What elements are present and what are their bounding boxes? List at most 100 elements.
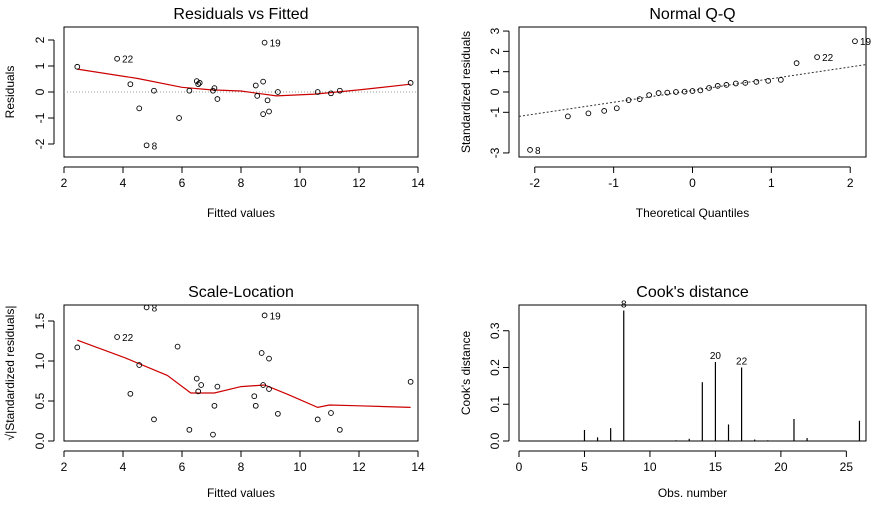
x-tick-label: 6 bbox=[179, 460, 186, 474]
y-tick-label: 2 bbox=[488, 48, 502, 55]
data-point bbox=[814, 54, 820, 60]
x-tick-label: -1 bbox=[608, 176, 619, 190]
y-tick-label: 0.3 bbox=[488, 322, 502, 339]
data-point bbox=[601, 108, 608, 114]
x-axis-label: Fitted values bbox=[207, 206, 275, 220]
y-tick-label: 0.0 bbox=[488, 432, 502, 449]
plot-frame bbox=[518, 26, 867, 158]
y-tick-label: 0.1 bbox=[488, 396, 502, 413]
y-tick-label: 1 bbox=[488, 68, 502, 75]
chart-title: Residuals vs Fitted bbox=[173, 6, 308, 23]
data-point bbox=[407, 378, 414, 385]
data-point bbox=[252, 402, 259, 409]
data-point bbox=[211, 85, 218, 91]
y-tick-label: -3 bbox=[488, 147, 502, 158]
smooth-line bbox=[77, 339, 411, 409]
y-tick-label: 2 bbox=[33, 36, 47, 43]
x-axis-label: Theoretical Quantiles bbox=[636, 206, 749, 220]
data-point bbox=[266, 386, 272, 392]
point-label: 8 bbox=[152, 303, 158, 314]
chart-title: Scale-Location bbox=[188, 284, 294, 301]
data-point bbox=[260, 78, 266, 85]
x-tick-label: 0 bbox=[516, 460, 523, 474]
x-tick-label: 14 bbox=[411, 176, 425, 190]
data-point bbox=[753, 78, 760, 85]
data-point bbox=[765, 77, 772, 84]
data-point bbox=[174, 343, 181, 350]
point-label: 8 bbox=[535, 146, 541, 157]
data-point bbox=[127, 390, 134, 397]
x-tick-label: 1 bbox=[768, 176, 775, 190]
y-tick-label: 0.0 bbox=[33, 432, 47, 449]
qq-reference-line bbox=[518, 64, 867, 117]
y-axis-label: √|Standardized residuals| bbox=[3, 306, 17, 441]
x-tick-label: 2 bbox=[61, 460, 68, 474]
data-point bbox=[214, 96, 221, 102]
y-axis-label: Standardized residuals bbox=[459, 31, 473, 153]
data-point bbox=[793, 60, 800, 67]
data-point bbox=[176, 115, 182, 121]
point-label: 22 bbox=[822, 53, 834, 64]
point-label: 19 bbox=[270, 39, 282, 50]
data-point bbox=[210, 431, 216, 438]
point-label: 19 bbox=[860, 37, 872, 48]
data-point bbox=[585, 110, 592, 117]
data-point bbox=[852, 38, 858, 45]
x-tick-label: 2 bbox=[61, 176, 68, 190]
data-point bbox=[196, 80, 203, 86]
data-point bbox=[193, 78, 200, 84]
data-point bbox=[211, 402, 218, 409]
panel-scale-location: Scale-Location Fitted values √|Standardi… bbox=[3, 284, 425, 500]
data-point bbox=[261, 312, 268, 319]
y-tick-label: 0 bbox=[33, 88, 47, 95]
data-point bbox=[195, 388, 202, 395]
panel-normal-qq: Normal Q-Q Theoretical Quantiles Standar… bbox=[459, 6, 872, 220]
x-tick-label: 10 bbox=[293, 176, 307, 190]
y-axis-label: Cook's distance bbox=[459, 331, 473, 416]
x-tick-label: 10 bbox=[293, 460, 307, 474]
x-axis-label: Fitted values bbox=[207, 486, 275, 500]
x-tick-label: 4 bbox=[120, 176, 127, 190]
data-point bbox=[336, 426, 343, 433]
data-point bbox=[136, 362, 143, 368]
data-point bbox=[777, 76, 784, 83]
data-point bbox=[151, 87, 157, 94]
data-point bbox=[214, 383, 221, 390]
x-tick-label: 14 bbox=[411, 460, 425, 474]
x-tick-label: 5 bbox=[581, 460, 588, 474]
data-point bbox=[636, 96, 643, 102]
chart-title: Normal Q-Q bbox=[649, 6, 735, 23]
data-point bbox=[251, 393, 258, 400]
data-point bbox=[689, 88, 696, 94]
y-tick-label: 0.5 bbox=[33, 392, 47, 409]
x-tick-label: 20 bbox=[774, 460, 788, 474]
chart-title: Cook's distance bbox=[636, 284, 749, 301]
data-point bbox=[646, 92, 652, 98]
point-label: 22 bbox=[122, 333, 134, 344]
data-point bbox=[625, 97, 632, 103]
data-point bbox=[260, 382, 266, 388]
data-point bbox=[613, 105, 620, 112]
y-tick-label: 0 bbox=[488, 88, 502, 95]
data-point bbox=[742, 80, 749, 86]
data-point bbox=[260, 111, 266, 117]
data-point bbox=[151, 416, 157, 423]
x-tick-label: 8 bbox=[238, 460, 245, 474]
data-point bbox=[706, 85, 712, 91]
x-axis-label: Obs. number bbox=[658, 486, 727, 500]
data-point bbox=[275, 89, 281, 95]
x-tick-label: -2 bbox=[529, 176, 540, 190]
data-point bbox=[193, 375, 200, 382]
data-point bbox=[261, 39, 268, 46]
data-point bbox=[681, 88, 688, 95]
data-point bbox=[723, 82, 730, 88]
data-point bbox=[74, 344, 81, 351]
data-point bbox=[195, 81, 202, 88]
data-point bbox=[143, 304, 150, 311]
x-tick-label: 15 bbox=[709, 460, 723, 474]
data-point bbox=[266, 108, 272, 115]
data-point bbox=[114, 55, 120, 62]
x-tick-label: 25 bbox=[840, 460, 854, 474]
x-tick-label: 2 bbox=[847, 176, 854, 190]
smooth-line bbox=[77, 68, 411, 97]
